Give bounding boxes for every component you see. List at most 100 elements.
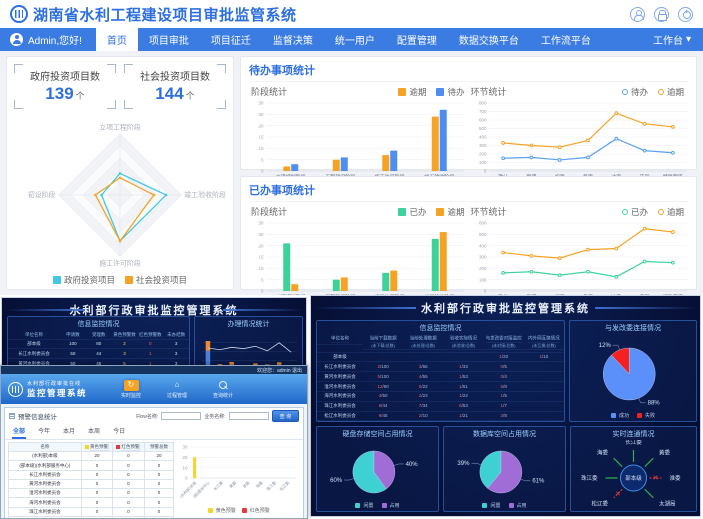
legend-item: 红色预警 bbox=[241, 507, 270, 514]
nav-user-label: Admin,您好! bbox=[28, 36, 82, 47]
nav-tab[interactable]: 项目审批 bbox=[148, 36, 189, 47]
legend-item[interactable]: 逾期 bbox=[398, 86, 426, 98]
lock-icon[interactable] bbox=[654, 6, 669, 22]
nav-tab[interactable]: 统一用户 bbox=[334, 36, 375, 47]
done-link-subtitle: 环节统计 bbox=[470, 207, 507, 217]
table-cell: 1/33 bbox=[484, 421, 524, 422]
time-tab[interactable]: 本月 bbox=[63, 429, 76, 435]
window-nav-item[interactable]: 查询统计 bbox=[205, 380, 241, 399]
db-pie-title: 数据库空间占用情况 bbox=[473, 431, 536, 438]
stat-value: 139 个 bbox=[45, 84, 85, 103]
nav-tabs: 首页 项目审批 项目征迁 监督决策 统一用户 配置管理 数据交换平台 工作流平台 bbox=[95, 28, 602, 51]
exchange-table: 单位名称 当前下载数据 (未下载/总数) 当前处理数据 (未处理/总数) 验收实际情况 (未… bbox=[317, 334, 564, 422]
table-cell bbox=[523, 362, 564, 373]
table-cell: 2/8 bbox=[483, 412, 524, 421]
stat-value: 144 个 bbox=[155, 84, 195, 103]
radar-chart: 立项工程阶段 竣工验收阶段 施工许可阶段 初设阶段 bbox=[14, 109, 226, 274]
app-logo-icon bbox=[10, 5, 28, 23]
power-icon[interactable] bbox=[678, 6, 693, 22]
svg-text:30: 30 bbox=[182, 445, 188, 450]
db-pie-legend: 闲置 占用 bbox=[444, 502, 565, 509]
legend-item[interactable]: 逾期 bbox=[657, 206, 684, 218]
workspace-label: 工作台 bbox=[652, 36, 683, 47]
todo-link-line-chart: 0100200300400500600700800确认受理初审复审决定告知特殊程… bbox=[469, 98, 689, 185]
time-tab[interactable]: 今日 bbox=[113, 429, 126, 435]
time-tab[interactable]: 本周 bbox=[88, 429, 101, 435]
stat-unit: 个 bbox=[185, 91, 195, 101]
nav-tab[interactable]: 配置管理 bbox=[396, 36, 437, 47]
search-fields: Flow名称: 业务名称: 查 询 bbox=[136, 410, 299, 422]
svg-text:30: 30 bbox=[258, 101, 264, 106]
done-stage-bar-chart: 051015202530立项规划阶段工程建设阶段施工许可阶段竣工验收阶段 bbox=[249, 218, 469, 305]
svg-text:珠江委: 珠江委 bbox=[265, 480, 277, 492]
svg-text:0: 0 bbox=[185, 476, 188, 481]
app-title: 湖南省水利工程建设项目审批监管系统 bbox=[33, 6, 297, 24]
table-cell: 12/60 bbox=[363, 382, 404, 392]
svg-text:61%: 61% bbox=[532, 479, 545, 485]
svg-text:600: 600 bbox=[478, 221, 486, 226]
table-cell bbox=[523, 402, 564, 412]
workspace-menu[interactable]: 工作台 ▾ bbox=[641, 28, 703, 51]
time-tab[interactable]: 全部 bbox=[12, 425, 27, 439]
nav-user[interactable]: Admin,您好! bbox=[0, 28, 96, 51]
nav-item-label: 过程管理 bbox=[167, 392, 188, 399]
nav-tab[interactable]: 数据交换平台 bbox=[458, 36, 519, 47]
nav-item-icon bbox=[216, 380, 231, 391]
legend-ring bbox=[621, 88, 628, 95]
done-stage-subtitle: 阶段统计 bbox=[251, 207, 288, 217]
legend-swatch bbox=[52, 276, 61, 284]
legend-item[interactable]: 政府投资项目 bbox=[52, 274, 115, 286]
nav-tab[interactable]: 项目征迁 bbox=[210, 36, 251, 47]
left-dash-title: 水利部行政审批监控管理系统 bbox=[2, 298, 306, 318]
svg-text:20: 20 bbox=[182, 455, 188, 460]
svg-text:300: 300 bbox=[478, 255, 486, 260]
warning-bar-chart: 0 10 20 30 (水利部)本级 (部)服务中心 长江委 黄委 淮委 海委 珠江委 松辽委 bbox=[178, 442, 299, 507]
nav-tab[interactable]: 监督决策 bbox=[272, 36, 313, 47]
handle-chart-title: 办理情况统计 bbox=[227, 321, 270, 328]
left-dash-chart-panel: 办理情况统计 bbox=[194, 316, 303, 372]
svg-text:700: 700 bbox=[478, 109, 486, 114]
table-cell: 7/10 bbox=[403, 421, 443, 422]
svg-text:400: 400 bbox=[478, 243, 486, 248]
table-cell: 2/23 bbox=[403, 392, 444, 402]
avatar-icon bbox=[10, 33, 23, 46]
user-icon[interactable] bbox=[630, 6, 645, 22]
table-cell: 1/7 bbox=[483, 402, 524, 412]
window-nav-item[interactable]: ⌂ 过程管理 bbox=[159, 380, 195, 399]
legend-item: 闲置 bbox=[482, 502, 501, 509]
nav-tab[interactable]: 首页 bbox=[95, 28, 138, 51]
legend-item: 黄色预警 bbox=[207, 507, 236, 514]
svg-text:20: 20 bbox=[258, 243, 264, 248]
legend-swatch bbox=[125, 276, 133, 284]
legend-item: 失败 bbox=[637, 412, 655, 419]
svg-text:12%: 12% bbox=[599, 343, 612, 349]
table-cell: 5/22 bbox=[403, 382, 444, 392]
project-stats-card: 政府投资项目数 139 个 社会投资项目数 144 个 立项工程阶段 竣工验收阶段 施工… bbox=[6, 56, 234, 290]
svg-text:200: 200 bbox=[478, 266, 486, 271]
nav-tab[interactable]: 工作流平台 bbox=[540, 36, 591, 47]
welcome-text[interactable]: 欢迎您：admin 退出 bbox=[256, 367, 302, 374]
legend-item: 成功 bbox=[610, 412, 629, 419]
legend-item[interactable]: 已办 bbox=[621, 206, 648, 218]
search-button[interactable]: 查 询 bbox=[271, 410, 299, 422]
time-tab[interactable]: 今年 bbox=[38, 429, 51, 435]
legend-item[interactable]: 待办 bbox=[436, 86, 465, 98]
legend-label: 政府投资项目 bbox=[63, 275, 115, 285]
biz-name-input[interactable] bbox=[228, 412, 269, 420]
legend-item[interactable]: 逾期 bbox=[657, 86, 684, 98]
svg-text:松辽委: 松辽委 bbox=[278, 480, 290, 492]
svg-text:珠江委: 珠江委 bbox=[581, 474, 598, 482]
legend-item[interactable]: 已办 bbox=[398, 206, 426, 218]
flow-name-input[interactable] bbox=[161, 412, 202, 420]
legend-item[interactable]: 社会投资项目 bbox=[125, 274, 187, 286]
legend-item[interactable]: 逾期 bbox=[436, 206, 465, 218]
svg-text:施工许可阶段: 施工许可阶段 bbox=[99, 258, 141, 267]
warning-panel-title: 预警信息统计 bbox=[18, 414, 57, 421]
legend-item[interactable]: 待办 bbox=[621, 86, 648, 98]
table-cell: 1/22 bbox=[443, 392, 484, 402]
legend-swatch bbox=[398, 87, 407, 96]
table-cell: 2/10 bbox=[403, 412, 444, 421]
window-nav-item[interactable]: ↻ 实时监控 bbox=[113, 379, 149, 399]
disk-pie-title: 硬盘存储空间占用情况 bbox=[342, 431, 413, 438]
